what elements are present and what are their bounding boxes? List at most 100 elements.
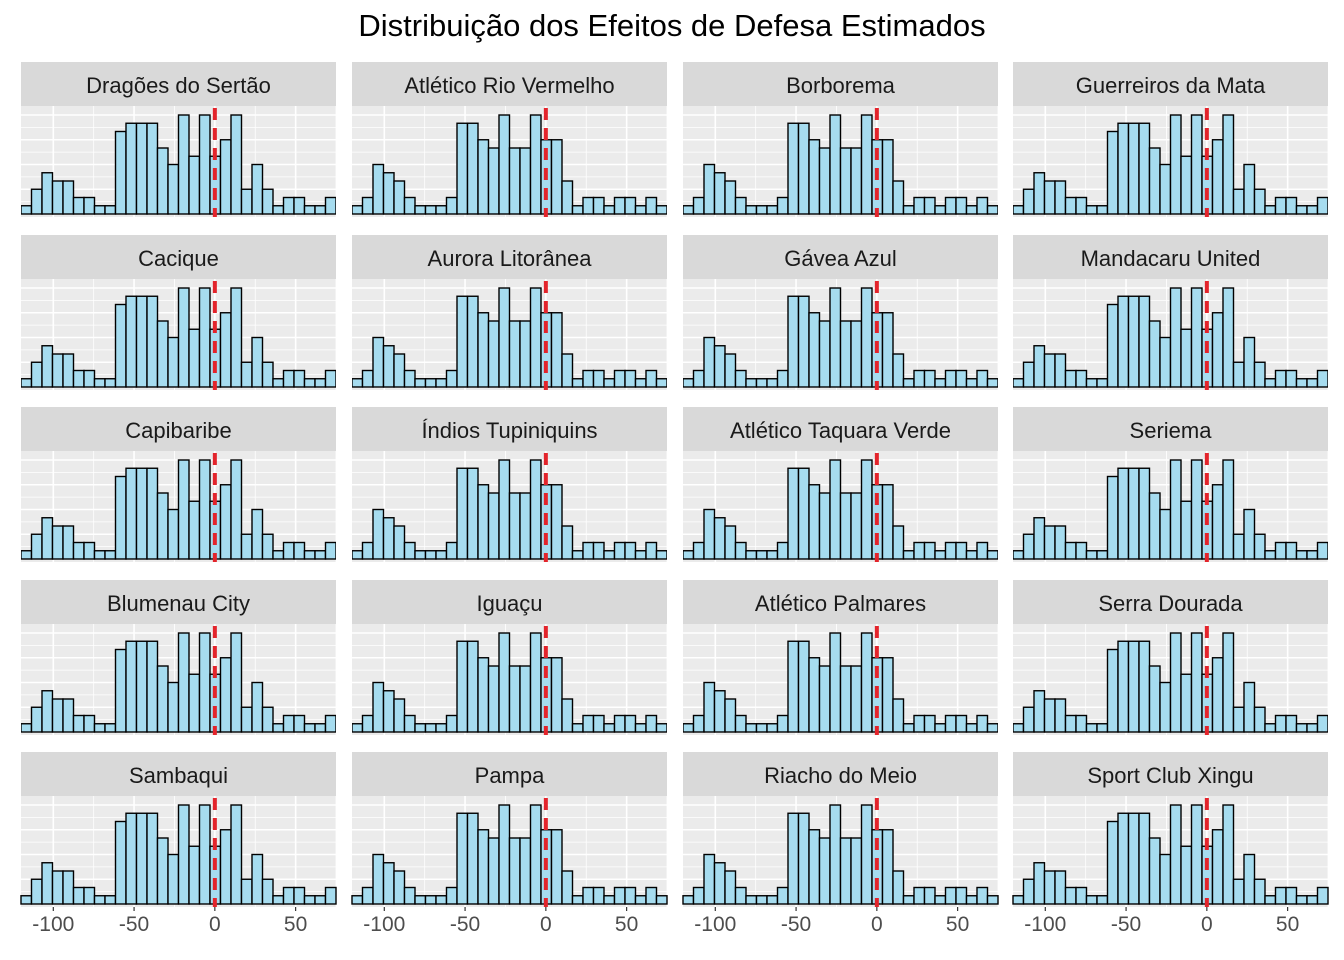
histogram-bar <box>682 895 695 905</box>
facet-strip: Aurora Litorânea <box>352 235 667 279</box>
histogram-bar <box>850 492 863 560</box>
histogram-bar <box>571 550 584 560</box>
histogram-bar <box>1243 508 1256 560</box>
histogram-bar <box>272 205 285 215</box>
panel-plot <box>1004 796 1329 911</box>
histogram-bar <box>83 369 96 388</box>
histogram-bar <box>93 378 106 388</box>
facet-label: Blumenau City <box>106 591 251 616</box>
histogram-bar <box>1159 508 1172 560</box>
histogram-bar <box>839 492 852 560</box>
histogram-bar <box>839 147 852 215</box>
histogram-bar <box>1169 459 1182 560</box>
histogram-bar <box>251 336 264 388</box>
histogram-bar <box>114 820 127 905</box>
histogram-bar <box>30 188 43 215</box>
histogram-bar <box>829 632 842 733</box>
histogram-bar <box>261 188 274 215</box>
histogram-bar <box>219 139 232 215</box>
histogram-bar <box>1243 336 1256 388</box>
histogram-bar <box>1264 205 1277 215</box>
panel-plot <box>12 796 337 911</box>
facet-strip: Atlético Palmares <box>683 580 998 624</box>
histogram-bar <box>303 895 316 905</box>
histogram-bar <box>624 369 637 388</box>
histogram-bar <box>808 312 821 388</box>
facet-label: Borborema <box>786 73 895 98</box>
histogram-bar <box>692 196 705 215</box>
histogram-bar <box>424 378 437 388</box>
histogram-bar <box>104 550 117 560</box>
x-tick-label: 50 <box>1275 913 1300 936</box>
facet-label: Mandacaru United <box>1080 246 1261 271</box>
histogram-bar <box>839 665 852 733</box>
histogram-bar <box>445 196 458 215</box>
histogram-bar <box>62 180 75 215</box>
histogram-bar <box>209 673 222 733</box>
histogram-bar <box>1075 541 1088 560</box>
histogram-bar <box>1232 188 1245 215</box>
histogram-bar <box>829 804 842 905</box>
histogram-bar <box>477 484 490 560</box>
histogram-bar <box>519 147 532 215</box>
histogram-bar <box>1169 804 1182 905</box>
histogram-bar <box>314 723 327 733</box>
histogram-bar <box>314 205 327 215</box>
histogram-bar <box>21 723 33 733</box>
histogram-bar <box>487 492 500 560</box>
histogram-bar <box>734 196 747 215</box>
histogram-bar <box>261 706 274 733</box>
histogram-bar <box>146 812 159 905</box>
histogram-bar <box>1148 147 1161 215</box>
histogram-bar <box>571 895 584 905</box>
histogram-bar <box>755 205 768 215</box>
histogram-bar <box>944 886 957 905</box>
histogram-bar <box>456 295 469 388</box>
histogram-bar <box>1295 205 1308 215</box>
histogram-bar <box>1211 484 1224 560</box>
histogram-bar <box>713 690 726 733</box>
histogram-bar <box>1274 886 1287 905</box>
histogram-bar <box>1075 714 1088 733</box>
histogram-bar <box>881 829 894 905</box>
histogram-bar <box>1085 550 1098 560</box>
histogram-bar <box>1285 886 1298 905</box>
histogram-bar <box>188 500 201 560</box>
histogram-bar <box>1306 550 1319 560</box>
histogram-bar <box>282 714 295 733</box>
histogram-bar <box>944 541 957 560</box>
histogram-bar <box>83 541 96 560</box>
x-tick-label: -50 <box>780 913 812 936</box>
histogram-bar <box>72 714 85 733</box>
histogram-bar <box>787 812 800 905</box>
histogram-bar <box>167 336 180 388</box>
histogram-bar <box>51 870 64 905</box>
histogram-bar <box>104 723 117 733</box>
histogram-bar <box>72 369 85 388</box>
histogram-bar <box>198 287 211 388</box>
facet-label: Serra Dourada <box>1098 591 1243 616</box>
histogram-bar <box>240 188 253 215</box>
histogram-bar <box>372 336 385 388</box>
x-tick-label: 0 <box>209 913 221 936</box>
x-tick-label: -50 <box>449 913 481 936</box>
histogram-bar <box>1054 698 1067 733</box>
histogram-bar <box>934 895 947 905</box>
histogram-bar <box>902 723 915 733</box>
facet-strip: Mandacaru United <box>1013 235 1328 279</box>
histogram-bar <box>125 640 138 733</box>
histogram-bar <box>62 353 75 388</box>
histogram-bar <box>352 550 364 560</box>
histogram-bar <box>934 378 947 388</box>
histogram-bar <box>944 369 957 388</box>
histogram-bar <box>466 122 479 215</box>
histogram-bar <box>1306 895 1319 905</box>
histogram-bar <box>592 714 605 733</box>
histogram-bar <box>965 895 978 905</box>
histogram-bar <box>209 845 222 905</box>
histogram-bar <box>550 312 563 388</box>
histogram-bar <box>30 361 43 388</box>
histogram-bar <box>1316 196 1328 215</box>
histogram-bar <box>902 895 915 905</box>
histogram-bar <box>146 467 159 560</box>
